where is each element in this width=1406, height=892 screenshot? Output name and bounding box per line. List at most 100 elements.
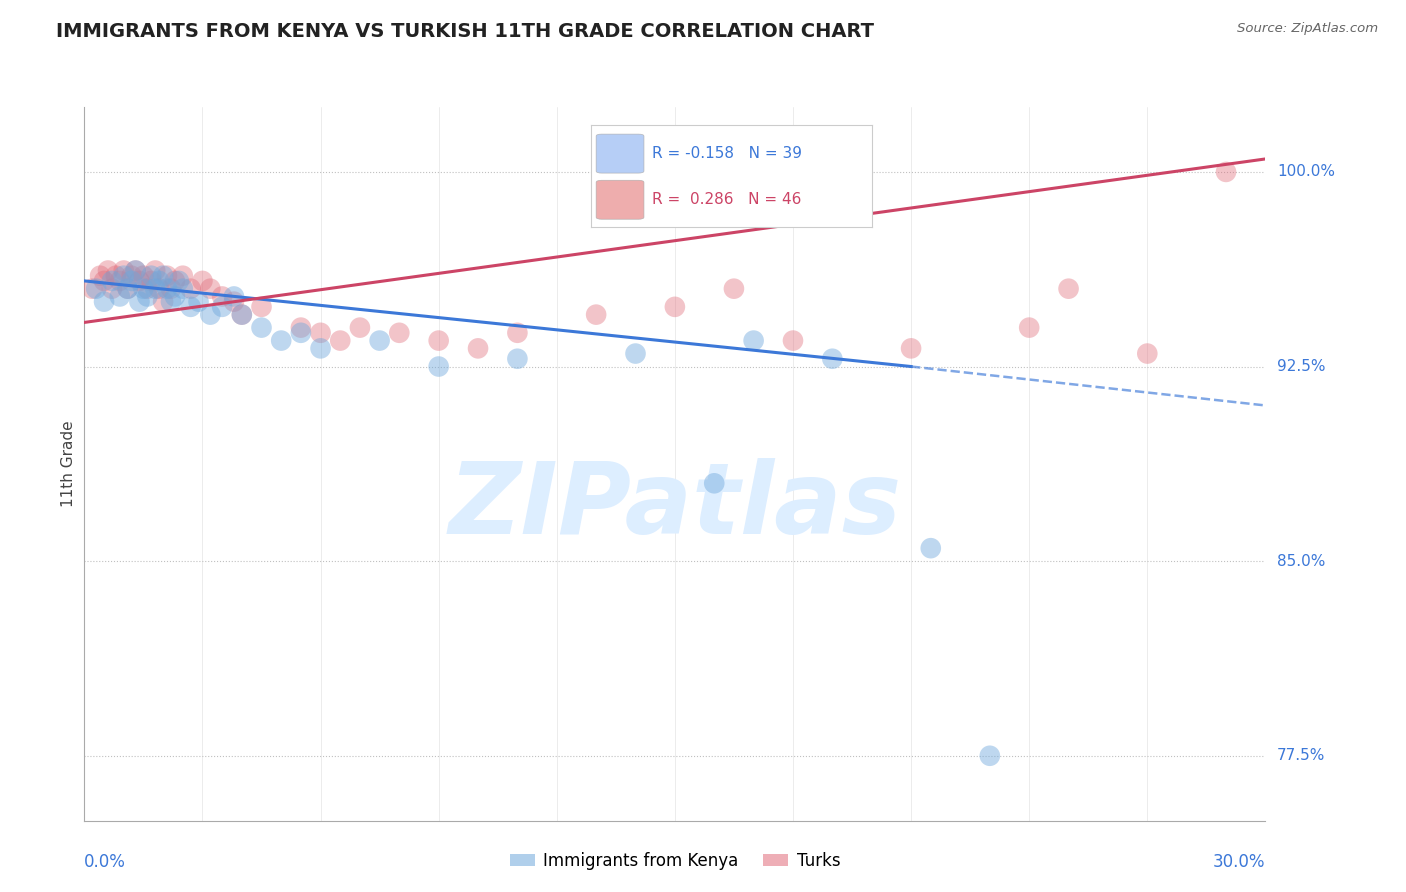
Point bbox=[117, 282, 139, 296]
Point bbox=[900, 342, 922, 356]
Point bbox=[467, 342, 489, 356]
Point bbox=[187, 294, 209, 309]
Text: 77.5%: 77.5% bbox=[1277, 748, 1326, 764]
Point bbox=[156, 282, 179, 296]
Point bbox=[1018, 320, 1040, 334]
Point bbox=[388, 326, 411, 340]
Point bbox=[624, 346, 647, 360]
Point bbox=[143, 282, 166, 296]
Point bbox=[703, 476, 725, 491]
Point bbox=[132, 282, 155, 296]
Point bbox=[742, 334, 765, 348]
Point bbox=[664, 300, 686, 314]
Point bbox=[200, 282, 222, 296]
Text: 100.0%: 100.0% bbox=[1277, 164, 1336, 179]
Point bbox=[250, 320, 273, 334]
Point bbox=[200, 308, 222, 322]
Point bbox=[141, 274, 163, 288]
Point bbox=[132, 268, 155, 283]
Point bbox=[270, 334, 292, 348]
FancyBboxPatch shape bbox=[596, 180, 644, 219]
Point bbox=[152, 294, 174, 309]
Point bbox=[222, 289, 245, 303]
Point bbox=[160, 282, 183, 296]
Point bbox=[163, 289, 186, 303]
Point bbox=[172, 282, 194, 296]
Text: R =  0.286   N = 46: R = 0.286 N = 46 bbox=[652, 193, 801, 207]
Text: ZIPatlas: ZIPatlas bbox=[449, 458, 901, 555]
Point bbox=[121, 268, 143, 283]
Point bbox=[979, 748, 1001, 763]
Point bbox=[148, 282, 170, 296]
Point bbox=[1136, 346, 1159, 360]
Text: 92.5%: 92.5% bbox=[1277, 359, 1326, 374]
Point bbox=[920, 541, 942, 556]
Point bbox=[112, 268, 135, 283]
Point bbox=[117, 282, 139, 296]
Point bbox=[782, 334, 804, 348]
Point bbox=[108, 289, 131, 303]
Point bbox=[97, 263, 120, 277]
Point bbox=[89, 268, 111, 283]
Point bbox=[112, 263, 135, 277]
Point bbox=[368, 334, 391, 348]
Point bbox=[250, 300, 273, 314]
Point bbox=[141, 268, 163, 283]
Point bbox=[121, 274, 143, 288]
Point bbox=[290, 326, 312, 340]
Point bbox=[93, 294, 115, 309]
Point bbox=[101, 274, 124, 288]
Point bbox=[156, 268, 179, 283]
Text: 85.0%: 85.0% bbox=[1277, 554, 1326, 568]
Text: 30.0%: 30.0% bbox=[1213, 853, 1265, 871]
Text: R = -0.158   N = 39: R = -0.158 N = 39 bbox=[652, 146, 803, 161]
Point bbox=[124, 263, 146, 277]
Point bbox=[108, 274, 131, 288]
Point bbox=[506, 326, 529, 340]
Y-axis label: 11th Grade: 11th Grade bbox=[60, 420, 76, 508]
FancyBboxPatch shape bbox=[596, 134, 644, 173]
Legend: Immigrants from Kenya, Turks: Immigrants from Kenya, Turks bbox=[503, 846, 846, 877]
Point bbox=[101, 282, 124, 296]
Point bbox=[143, 263, 166, 277]
Point bbox=[1215, 165, 1237, 179]
Point bbox=[585, 308, 607, 322]
Point bbox=[82, 282, 104, 296]
Point bbox=[160, 294, 183, 309]
Point bbox=[309, 342, 332, 356]
Point bbox=[136, 289, 159, 303]
Text: Source: ZipAtlas.com: Source: ZipAtlas.com bbox=[1237, 22, 1378, 36]
Point bbox=[290, 320, 312, 334]
Point bbox=[148, 274, 170, 288]
Text: IMMIGRANTS FROM KENYA VS TURKISH 11TH GRADE CORRELATION CHART: IMMIGRANTS FROM KENYA VS TURKISH 11TH GR… bbox=[56, 22, 875, 41]
Point bbox=[136, 282, 159, 296]
Point bbox=[723, 282, 745, 296]
Point bbox=[211, 300, 233, 314]
Point bbox=[309, 326, 332, 340]
Point bbox=[152, 268, 174, 283]
Point bbox=[163, 274, 186, 288]
Point bbox=[506, 351, 529, 366]
Point bbox=[1057, 282, 1080, 296]
Point bbox=[172, 268, 194, 283]
Point bbox=[84, 282, 107, 296]
Point bbox=[427, 359, 450, 374]
Point bbox=[329, 334, 352, 348]
Point bbox=[427, 334, 450, 348]
Point bbox=[124, 263, 146, 277]
Point bbox=[128, 294, 150, 309]
Point bbox=[93, 274, 115, 288]
Point bbox=[211, 289, 233, 303]
Point bbox=[821, 351, 844, 366]
Point bbox=[191, 274, 214, 288]
Point bbox=[180, 300, 202, 314]
Point bbox=[128, 274, 150, 288]
Point bbox=[167, 274, 190, 288]
Text: 0.0%: 0.0% bbox=[84, 853, 127, 871]
Point bbox=[349, 320, 371, 334]
Point bbox=[231, 308, 253, 322]
Point bbox=[104, 268, 127, 283]
Point bbox=[180, 282, 202, 296]
Point bbox=[222, 294, 245, 309]
Point bbox=[231, 308, 253, 322]
